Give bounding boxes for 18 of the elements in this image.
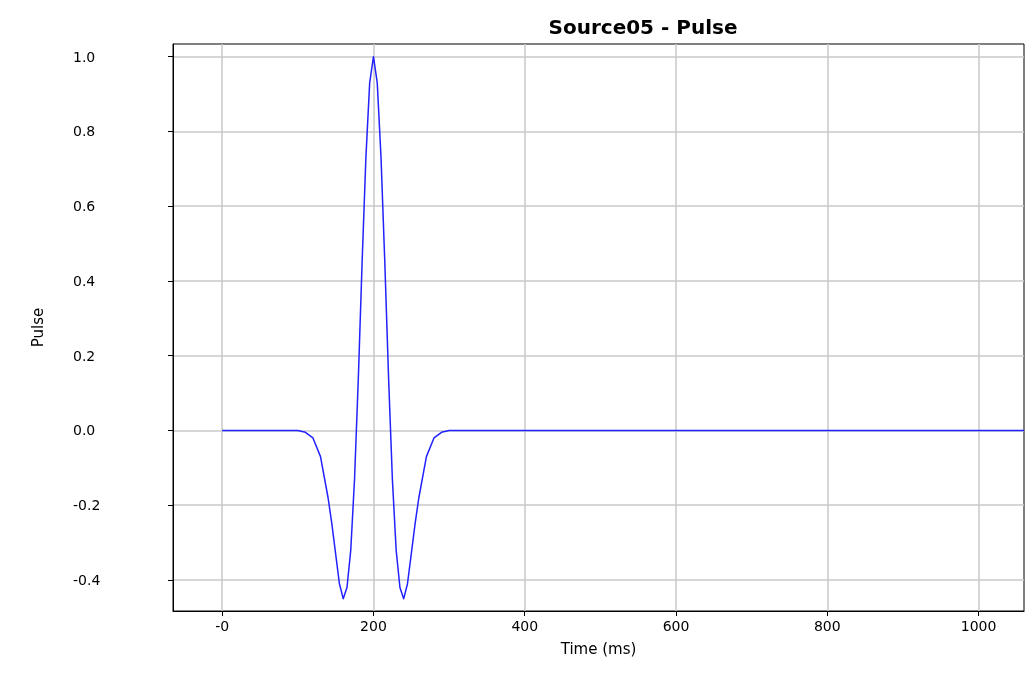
y-tick-label: 0.4	[73, 272, 96, 289]
y-tick-label: 0.6	[73, 198, 96, 215]
y-tick-label: 0.2	[73, 347, 96, 364]
x-axis-title: Time (ms)	[559, 639, 637, 658]
y-tick-label: 0.0	[73, 422, 96, 439]
y-tick-label: -0.2	[73, 497, 101, 514]
x-tick-label: 200	[360, 618, 387, 634]
line-series	[221, 55, 1025, 600]
y-tick-label: -0.4	[73, 571, 101, 588]
x-tick-label: 800	[813, 618, 841, 634]
y-tick-label: 1.0	[73, 48, 96, 65]
x-tick-label: 600	[662, 618, 690, 634]
x-tick-label: -0	[215, 618, 230, 634]
x-tick-label: 400	[511, 618, 539, 634]
y-tick-label: 0.8	[73, 123, 96, 140]
x-tick-label: 1000	[960, 618, 997, 634]
chart-title: Source05 - Pulse	[548, 15, 738, 39]
y-axis-title: Pulse	[28, 307, 47, 348]
